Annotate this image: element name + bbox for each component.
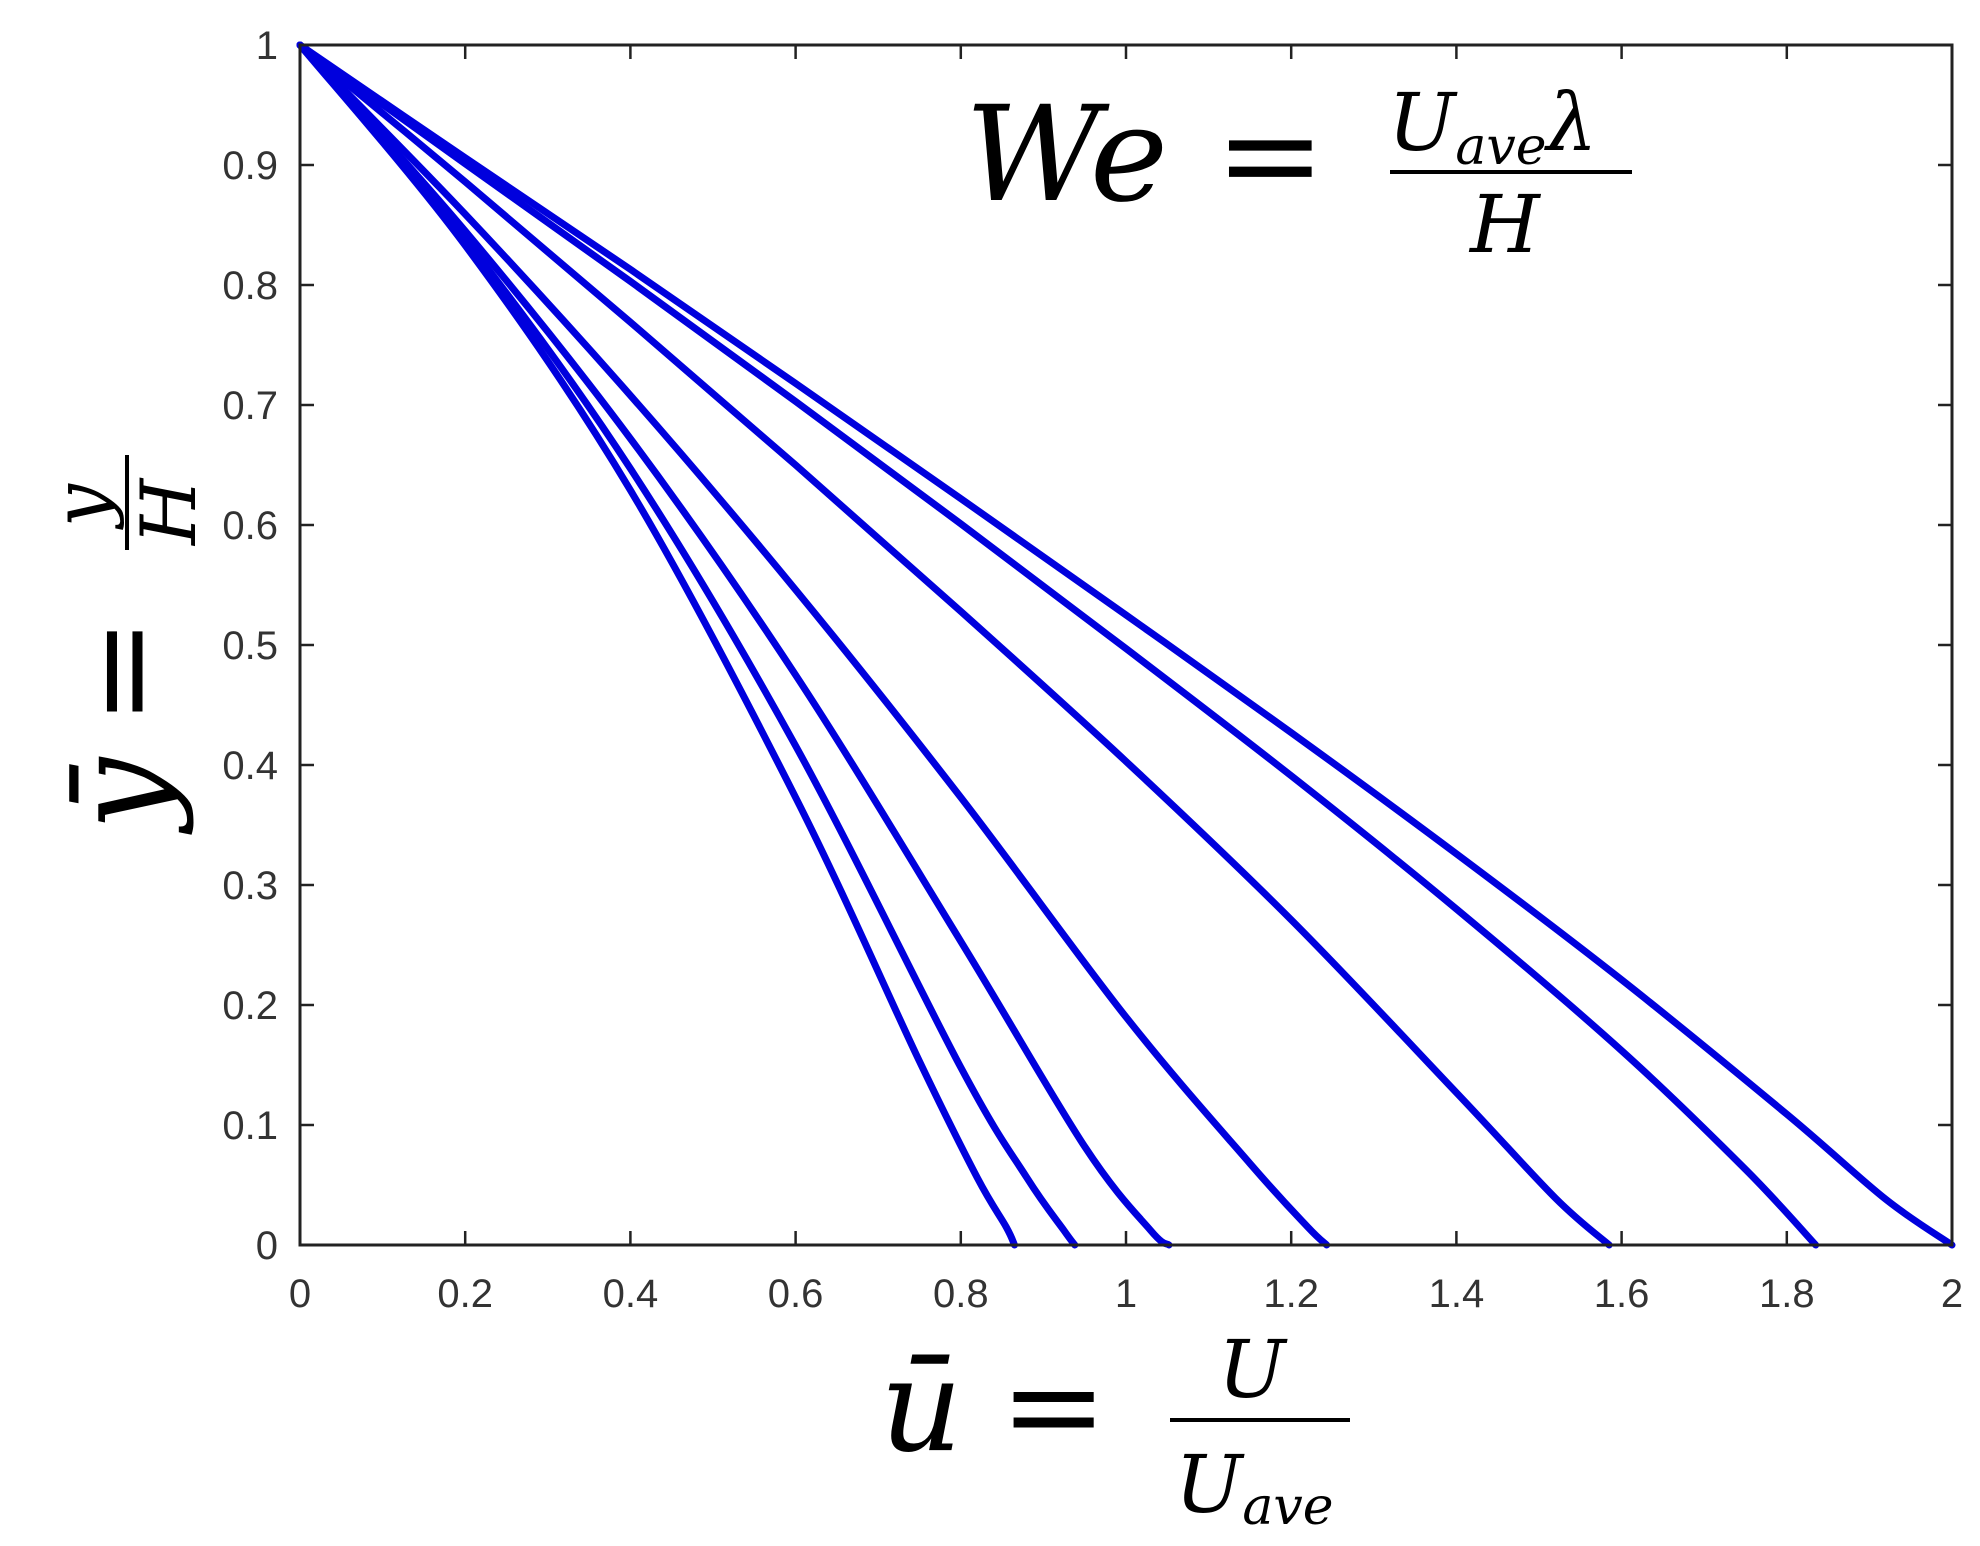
- series-line-3: [296, 41, 1173, 1249]
- x-tick-label: 1: [1115, 1272, 1137, 1316]
- x-tick-label: 1.8: [1759, 1272, 1815, 1316]
- x-label-lhs: ū: [880, 1332, 962, 1481]
- y-tick-label: 0.5: [222, 624, 278, 668]
- x-label-denominator: Uave: [1175, 1438, 1334, 1537]
- y-tick-label: 0.6: [222, 504, 278, 548]
- y-axis-label: ȳ = y H: [36, 455, 213, 835]
- y-label-numerator: y: [36, 483, 125, 530]
- x-tick-label: 0.6: [768, 1272, 824, 1316]
- x-tick-label: 0: [289, 1272, 311, 1316]
- series-line-7: [296, 41, 1956, 1249]
- x-tick-label: 0.2: [437, 1272, 493, 1316]
- x-tick-label: 1.4: [1429, 1272, 1485, 1316]
- y-tick-label: 0.7: [222, 384, 278, 428]
- x-tick-label: 2: [1941, 1272, 1963, 1316]
- we-equals: =: [1215, 78, 1326, 232]
- x-tick-label: 0.4: [603, 1272, 659, 1316]
- y-tick-labels: 0 0.1 0.2 0.3 0.4 0.5 0.6 0.7 0.8 0.9 1: [222, 24, 278, 1268]
- y-tick-label: 0.8: [222, 264, 278, 308]
- y-tick-label: 0: [256, 1224, 278, 1268]
- x-label-numerator: U: [1218, 1323, 1288, 1416]
- y-tick-label: 0.3: [222, 864, 278, 908]
- x-axis-label: ū = U Uave: [880, 1323, 1350, 1537]
- x-tick-label: 0.8: [933, 1272, 989, 1316]
- y-tick-label: 0.4: [222, 744, 278, 788]
- x-label-equals: =: [1000, 1332, 1107, 1481]
- we-numerator: Uaveλ: [1388, 76, 1597, 177]
- y-tick-label: 1: [256, 24, 278, 68]
- we-lhs: We: [965, 78, 1168, 232]
- y-label-lhs: ȳ: [47, 756, 196, 835]
- y-label-denominator: H: [124, 477, 213, 547]
- y-tick-label: 0.1: [222, 1104, 278, 1148]
- series-line-2: [296, 41, 1079, 1249]
- y-tick-label: 0.2: [222, 984, 278, 1028]
- series-line-1: [296, 41, 1018, 1249]
- we-denominator: H: [1468, 178, 1542, 271]
- x-tick-labels: 0 0.2 0.4 0.6 0.8 1 1.2 1.4 1.6 1.8 2: [289, 1272, 1963, 1316]
- x-tick-label: 1.6: [1594, 1272, 1650, 1316]
- series-lines: [296, 41, 1956, 1249]
- plot-frame: [298, 43, 1954, 1247]
- we-annotation: We = Uaveλ H: [965, 76, 1632, 271]
- y-tick-label: 0.9: [222, 144, 278, 188]
- series-line-6: [296, 41, 1820, 1249]
- y-label-equals: =: [47, 618, 196, 725]
- series-line-4: [296, 41, 1331, 1249]
- x-tick-label: 1.2: [1263, 1272, 1319, 1316]
- series-line-5: [296, 41, 1613, 1249]
